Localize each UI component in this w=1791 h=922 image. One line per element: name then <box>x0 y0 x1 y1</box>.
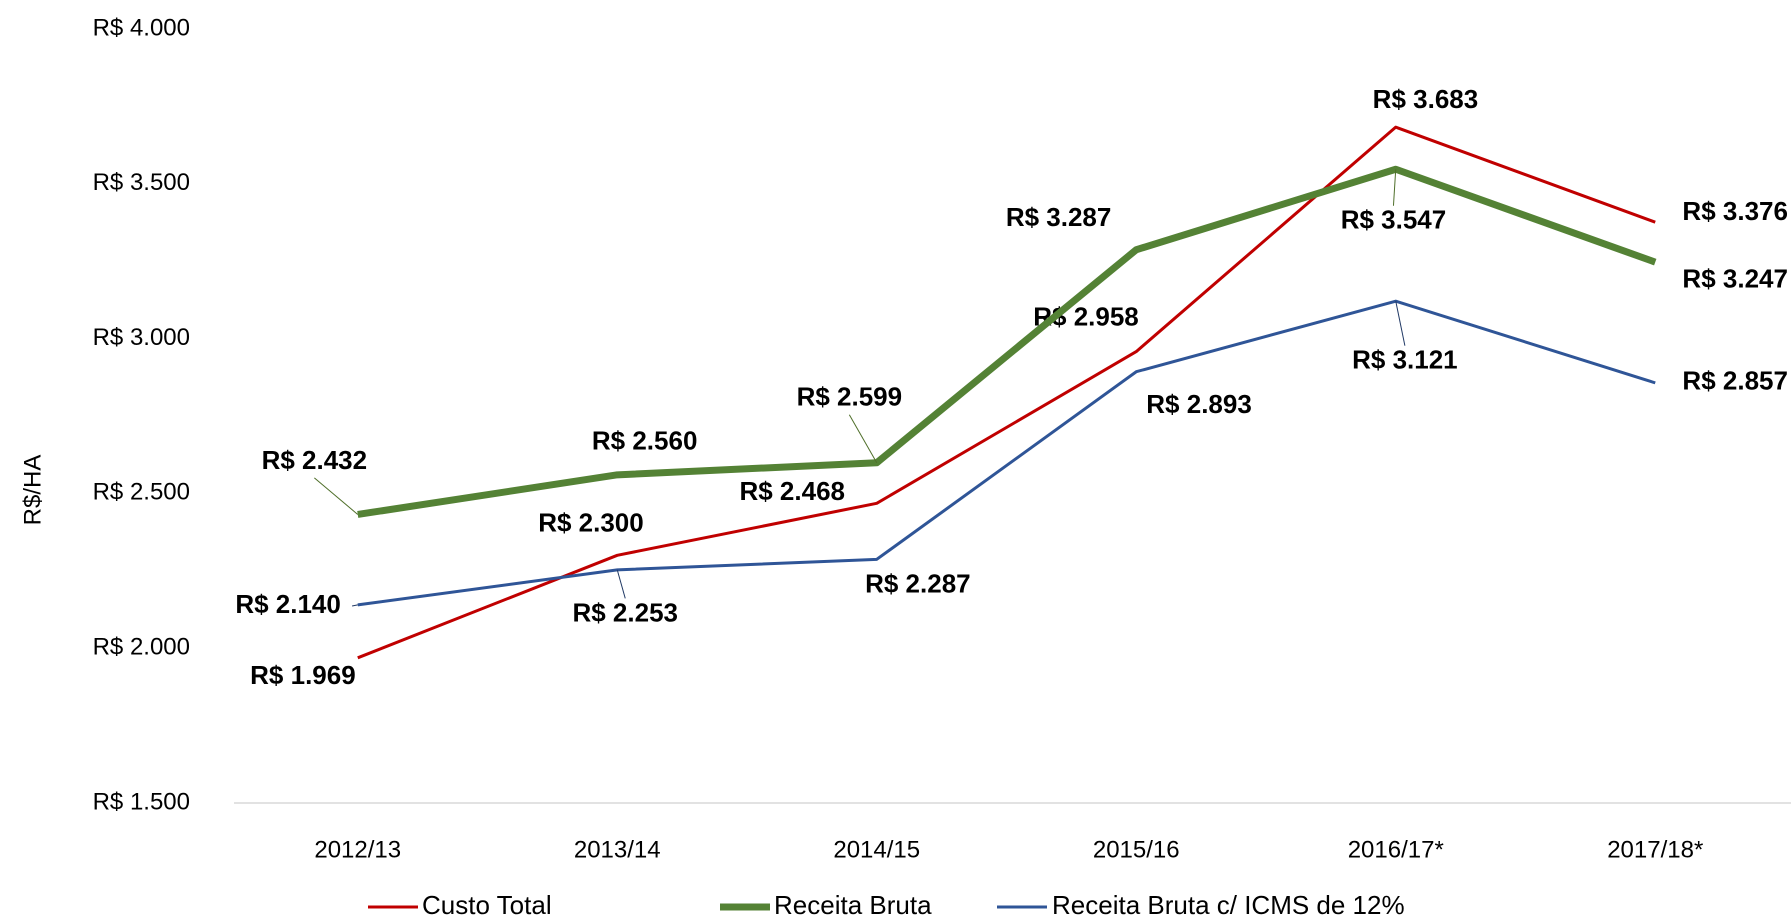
y-tick-label: R$ 2.000 <box>93 634 190 661</box>
x-tick-label: 2012/13 <box>314 836 401 863</box>
data-label: R$ 2.599 <box>797 382 903 412</box>
data-label: R$ 3.287 <box>1006 202 1112 232</box>
x-tick-label: 2017/18* <box>1607 836 1703 863</box>
y-tick-label: R$ 1.500 <box>93 788 190 815</box>
leader-line <box>351 604 358 607</box>
y-tick-label: R$ 3.000 <box>93 324 190 351</box>
data-label: R$ 2.958 <box>1033 301 1139 331</box>
leader-line <box>314 477 359 515</box>
data-label: R$ 2.253 <box>572 597 678 627</box>
y-tick-label: R$ 3.500 <box>93 169 190 196</box>
data-label: R$ 2.857 <box>1682 366 1788 396</box>
leader-line <box>1395 301 1406 346</box>
y-axis-label: R$/HA <box>19 455 46 526</box>
data-label: R$ 2.287 <box>865 568 971 598</box>
y-tick-label: R$ 2.500 <box>93 479 190 506</box>
data-label: R$ 2.140 <box>235 589 341 619</box>
data-label: R$ 3.247 <box>1682 263 1788 293</box>
x-tick-label: 2013/14 <box>574 836 661 863</box>
data-label: R$ 3.547 <box>1341 205 1447 235</box>
legend-label: Custo Total <box>422 890 552 920</box>
data-label: R$ 3.121 <box>1352 345 1458 375</box>
x-tick-label: 2014/15 <box>833 836 920 863</box>
series-line <box>357 165 1657 518</box>
x-tick-label: 2015/16 <box>1093 836 1180 863</box>
leader-line <box>1392 169 1397 206</box>
data-label: R$ 2.893 <box>1146 389 1252 419</box>
data-label: R$ 3.683 <box>1373 84 1479 114</box>
data-label: R$ 2.432 <box>262 445 368 475</box>
leader-line <box>616 569 626 599</box>
series-line <box>357 125 1656 660</box>
data-label: R$ 2.300 <box>538 507 644 537</box>
leader-line <box>848 414 878 463</box>
legend-label: Receita Bruta <box>774 890 932 920</box>
data-label: R$ 3.376 <box>1682 196 1788 226</box>
y-tick-label: R$ 4.000 <box>93 14 190 41</box>
x-tick-label: 2016/17* <box>1348 836 1444 863</box>
data-label: R$ 2.468 <box>739 476 845 506</box>
legend-label: Receita Bruta c/ ICMS de 12% <box>1052 890 1405 920</box>
data-label: R$ 2.560 <box>592 426 698 456</box>
data-label: R$ 1.969 <box>250 660 356 690</box>
series-line <box>357 299 1656 607</box>
